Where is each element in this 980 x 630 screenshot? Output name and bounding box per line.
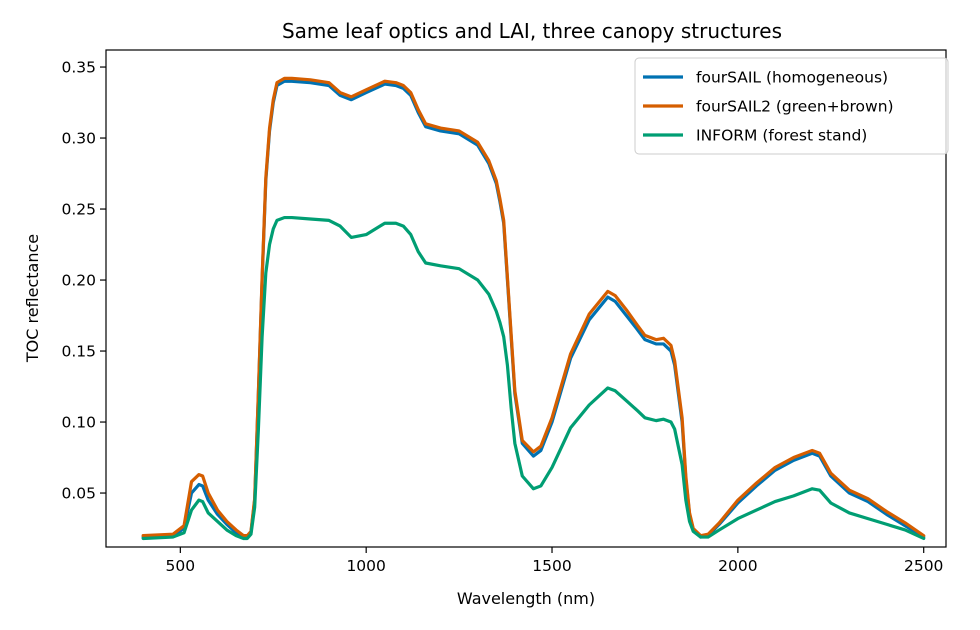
plot-area-frame [105,49,947,548]
x-tick-label: 500 [166,557,196,575]
ticks-layer: 500 1000 1500 2000 2500 0.05 0.10 0.15 0.20 0.25 0… [61,59,943,575]
y-tick-label: 0.20 [61,272,96,290]
legend-label-2: fourSAIL2 (green+brown) [696,98,894,116]
x-tick-label: 1000 [346,557,385,575]
y-tick-label: 0.25 [61,201,96,219]
x-axis-label: Wavelength (nm) [457,589,595,608]
x-tick-label: 2000 [718,557,757,575]
y-tick-label: 0.15 [61,343,96,361]
legend-items: fourSAIL (homogeneous) fourSAIL2 (green+b… [643,69,894,145]
series-layer [141,76,926,541]
x-tick-label: 1500 [532,557,571,575]
chart-title: Same leaf optics and LAI, three canopy s… [282,19,782,43]
legend: fourSAIL (homogeneous) fourSAIL2 (green+b… [634,57,949,155]
y-tick-label: 0.10 [61,414,96,432]
legend-box [634,57,949,155]
series-line-3 [141,215,926,541]
y-tick-label: 0.30 [61,130,96,148]
y-tick-label: 0.35 [61,59,96,77]
y-axis-label: TOC reflectance [23,234,42,363]
x-tick-label: 2500 [904,557,943,575]
y-tick-label: 0.05 [61,485,96,503]
legend-label-1: fourSAIL (homogeneous) [696,69,888,87]
legend-label-3: INFORM (forest stand) [696,127,867,145]
